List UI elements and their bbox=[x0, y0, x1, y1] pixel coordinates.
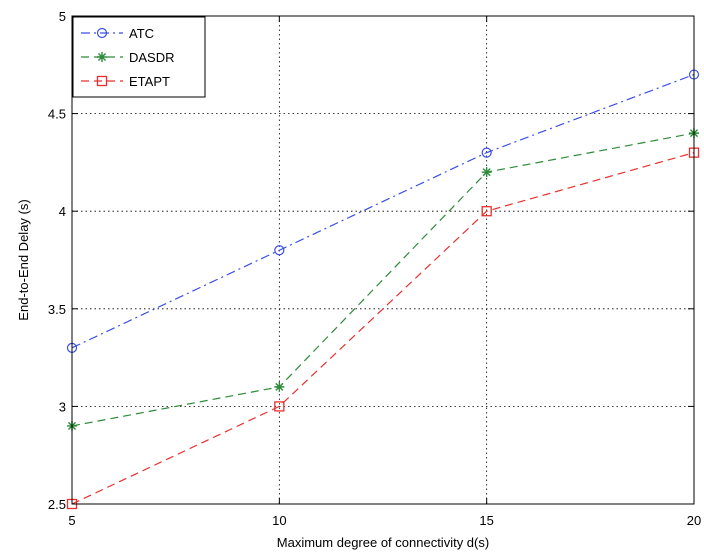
data-point bbox=[481, 206, 492, 217]
legend-marker bbox=[96, 75, 108, 87]
data-point bbox=[274, 401, 285, 412]
data-point bbox=[274, 381, 285, 392]
legend-marker bbox=[96, 27, 108, 39]
data-point bbox=[481, 147, 492, 158]
legend-label: DASDR bbox=[129, 50, 175, 65]
data-point bbox=[274, 245, 285, 256]
legend-label: ATC bbox=[129, 26, 154, 41]
x-tick-label: 15 bbox=[479, 513, 493, 528]
legend-item: ETAPT bbox=[81, 74, 170, 89]
data-point bbox=[481, 167, 492, 178]
legend: ATC DASDR ETAPT bbox=[72, 16, 206, 98]
legend-label: ETAPT bbox=[129, 74, 170, 89]
y-tick-label: 3.5 bbox=[48, 302, 66, 317]
legend-marker bbox=[97, 52, 107, 62]
y-tick-label: 3 bbox=[59, 399, 66, 414]
series-line bbox=[71, 73, 695, 349]
series-etapt bbox=[66, 147, 700, 510]
x-tick-label: 10 bbox=[272, 513, 286, 528]
series-line bbox=[71, 132, 695, 427]
y-tick-label: 4 bbox=[59, 204, 66, 219]
series-line bbox=[71, 152, 695, 505]
series-layer bbox=[66, 69, 700, 510]
x-tick-label: 5 bbox=[68, 513, 75, 528]
y-tick-labels: 2.5 3 3.5 4 4.5 5 bbox=[48, 9, 66, 512]
x-tick-labels: 5 10 15 20 bbox=[68, 513, 701, 528]
series-dasdr bbox=[67, 128, 699, 431]
grid bbox=[72, 16, 694, 504]
y-tick-label: 4.5 bbox=[48, 107, 66, 122]
legend-item: DASDR bbox=[81, 50, 175, 65]
x-axis-label: Maximum degree of connectivity d(s) bbox=[277, 535, 489, 550]
y-tick-label: 2.5 bbox=[48, 497, 66, 512]
ticks bbox=[71, 15, 695, 505]
plot-frame bbox=[71, 15, 695, 505]
y-tick-label: 5 bbox=[59, 9, 66, 24]
legend-item: ATC bbox=[81, 26, 154, 41]
x-tick-label: 20 bbox=[687, 513, 701, 528]
y-axis-label: End-to-End Delay (s) bbox=[16, 199, 31, 320]
